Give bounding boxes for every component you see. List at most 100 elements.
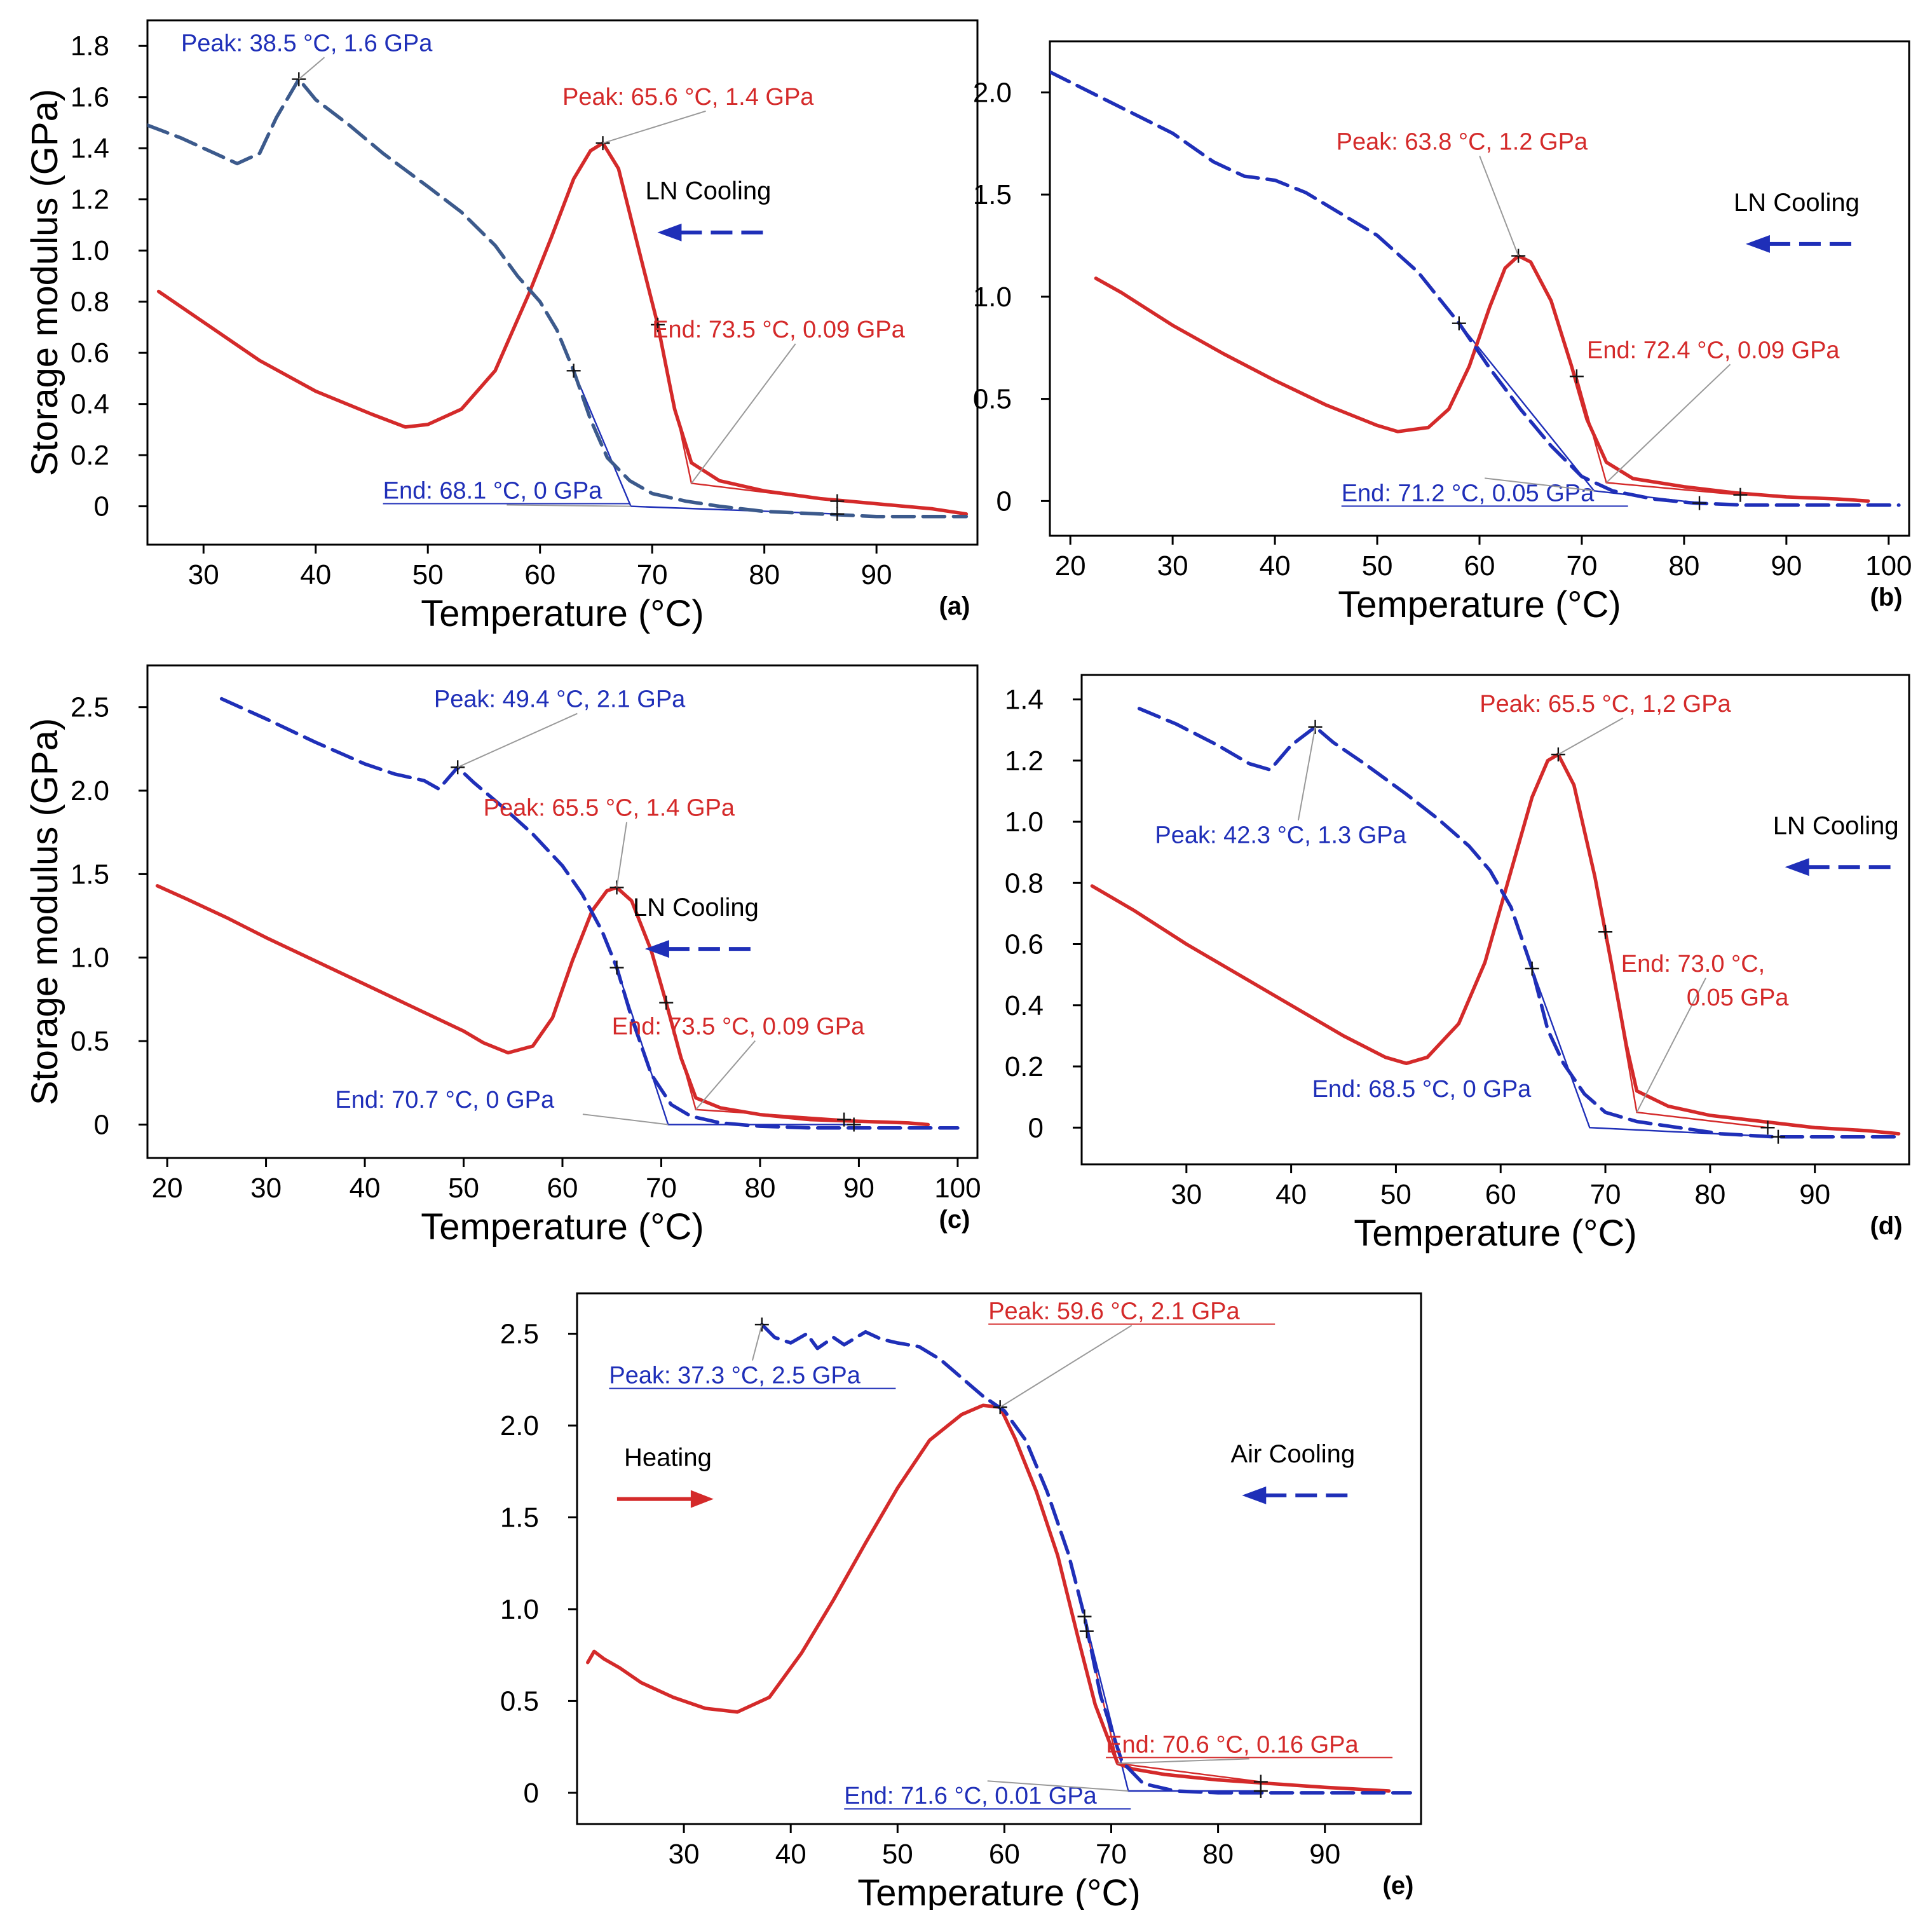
x-tick-label: 80 [1202,1839,1234,1870]
plot-data [155,697,960,1132]
legend-label: Air Cooling [1230,1440,1355,1468]
tangent-construction-line [573,370,838,515]
y-tick-label: 1.5 [973,179,1012,210]
x-tick-label: 60 [524,559,555,590]
tangent-construction-line [1084,1616,1261,1792]
x-tick-label: 100 [1865,550,1912,582]
x-tick-label: 50 [412,559,444,590]
tangent-construction-line [616,967,854,1126]
x-tick-label: 80 [744,1173,775,1204]
y-tick-label: 0.2 [71,440,109,471]
tangent-construction-line [1575,376,1741,496]
annotation-label: End: 73.0 °C, [1621,951,1765,977]
y-tick-label: 0.4 [71,389,109,420]
legend-heating: Heating [616,1444,714,1508]
x-tick-label: 60 [1464,550,1495,582]
x-tick-label: 60 [1485,1179,1516,1210]
crosshair-marker [847,1117,861,1132]
crosshair-marker [830,494,845,508]
y-tick-label: 0.8 [71,287,109,318]
annotation-leader [298,57,325,80]
crosshair-marker [566,364,581,378]
x-tick-label: 40 [1260,550,1291,582]
y-tick-label: 0.4 [1005,990,1044,1021]
y-axis-title: Storage modulus (GPa) [24,89,65,476]
annotation-leader [691,343,796,484]
x-tick-label: 30 [1157,550,1188,582]
annotation-leader [987,1780,1129,1792]
legend-cooling: LN Cooling [1734,189,1860,253]
x-tick-label: 80 [749,559,780,590]
legend-label: LN Cooling [1734,189,1860,217]
annotation-label: Peak: 63.8 °C, 1.2 GPa [1337,128,1588,155]
tangent-construction-line [1531,968,1779,1138]
x-tick-label: 90 [1309,1839,1340,1870]
x-tick-label: 80 [1694,1179,1725,1210]
plot-frame [146,664,979,1159]
arrow-head-icon [644,940,669,958]
annotation-label: Peak: 49.4 °C, 2.1 GPa [434,686,686,713]
panel-label: (e) [1383,1872,1414,1900]
panel-e: 30 40 50 60 70 80 90 0 0.5 1.0 1.5 2.0 2.5 Temperatur… [500,1292,1422,1913]
crosshair-marker [659,995,674,1010]
crosshair-marker [1253,1783,1268,1798]
plot-frame [576,1292,1422,1825]
y-tick-label: 1.0 [973,282,1012,313]
y-tick-label: 0.5 [71,1026,109,1057]
arrow-head-icon [1745,235,1770,253]
y-tick-label: 1.4 [71,133,109,164]
x-tick-label: 50 [1362,550,1393,582]
annotation-label: Peak: 42.3 °C, 1.3 GPa [1155,822,1406,849]
tangent-construction-line [656,324,838,502]
heating-curve [1094,254,1870,503]
cooling-curve [1137,707,1901,1139]
annotation-leader [602,110,706,144]
y-tick-label: 0 [997,486,1012,517]
x-axis-title: Temperature (°C) [421,1206,704,1248]
legend-cooling: LN Cooling [633,894,759,958]
crosshair-marker [1079,1624,1094,1638]
annotation-label: End: 68.1 °C, 0 GPa [383,478,603,505]
y-tick-label: 0.8 [1005,868,1044,899]
annotation-leader [1558,717,1624,755]
panel-a: 30 40 50 60 70 80 90 0 0.2 0.4 0.6 0.8 1.0 1.2 1.4 1.6 1… [24,19,979,634]
annotation-label: End: 71.6 °C, 0.01 GPa [844,1783,1097,1809]
x-axis-title: Temperature (°C) [1354,1213,1636,1254]
plot-frame [1049,40,1910,537]
y-tick-label: 1.2 [1005,745,1044,777]
x-tick-label: 90 [1771,550,1802,582]
crosshair-marker [1525,962,1539,976]
crosshair-marker [609,960,624,975]
crosshair-marker [1771,1129,1785,1144]
y-tick-label: 0.2 [1005,1051,1044,1082]
x-tick-label: 70 [1566,550,1597,582]
x-tick-label: 20 [1055,550,1086,582]
plot-frame [1080,674,1910,1166]
annotation-leader [1000,1324,1133,1408]
y-tick-label: 0 [1028,1112,1044,1143]
panel-label: (a) [939,592,970,620]
annotation-leader [1485,477,1595,492]
annotation-label: Peak: 65.5 °C, 1.4 GPa [484,794,735,821]
panel-b: 20 30 40 50 60 70 80 90 100 0 0.5 1.0 1.5 2.0 Temperat… [973,40,1912,625]
y-tick-label: 0.6 [1005,929,1044,960]
annotation-label: End: 70.7 °C, 0 GPa [335,1087,555,1113]
x-tick-label: 40 [775,1839,806,1870]
plot-frame [146,19,979,546]
legend-cooling: Air Cooling [1230,1440,1355,1504]
annotation-leader [1636,977,1706,1113]
x-tick-label: 70 [1590,1179,1621,1210]
x-tick-label: 30 [188,559,219,590]
heating-curve [1090,752,1901,1136]
y-tick-label: 1.0 [500,1594,539,1625]
x-axis-title: Temperature (°C) [421,593,704,634]
crosshair-marker [1569,369,1584,384]
arrow-head-icon [1785,858,1809,876]
x-tick-label: 30 [1171,1179,1202,1210]
crosshair-marker [1077,1609,1092,1624]
annotation-label: End: 73.5 °C, 0.09 GPa [652,317,905,343]
crosshair-marker [1598,925,1613,939]
annotation-label: Peak: 65.6 °C, 1.4 GPa [562,84,814,111]
